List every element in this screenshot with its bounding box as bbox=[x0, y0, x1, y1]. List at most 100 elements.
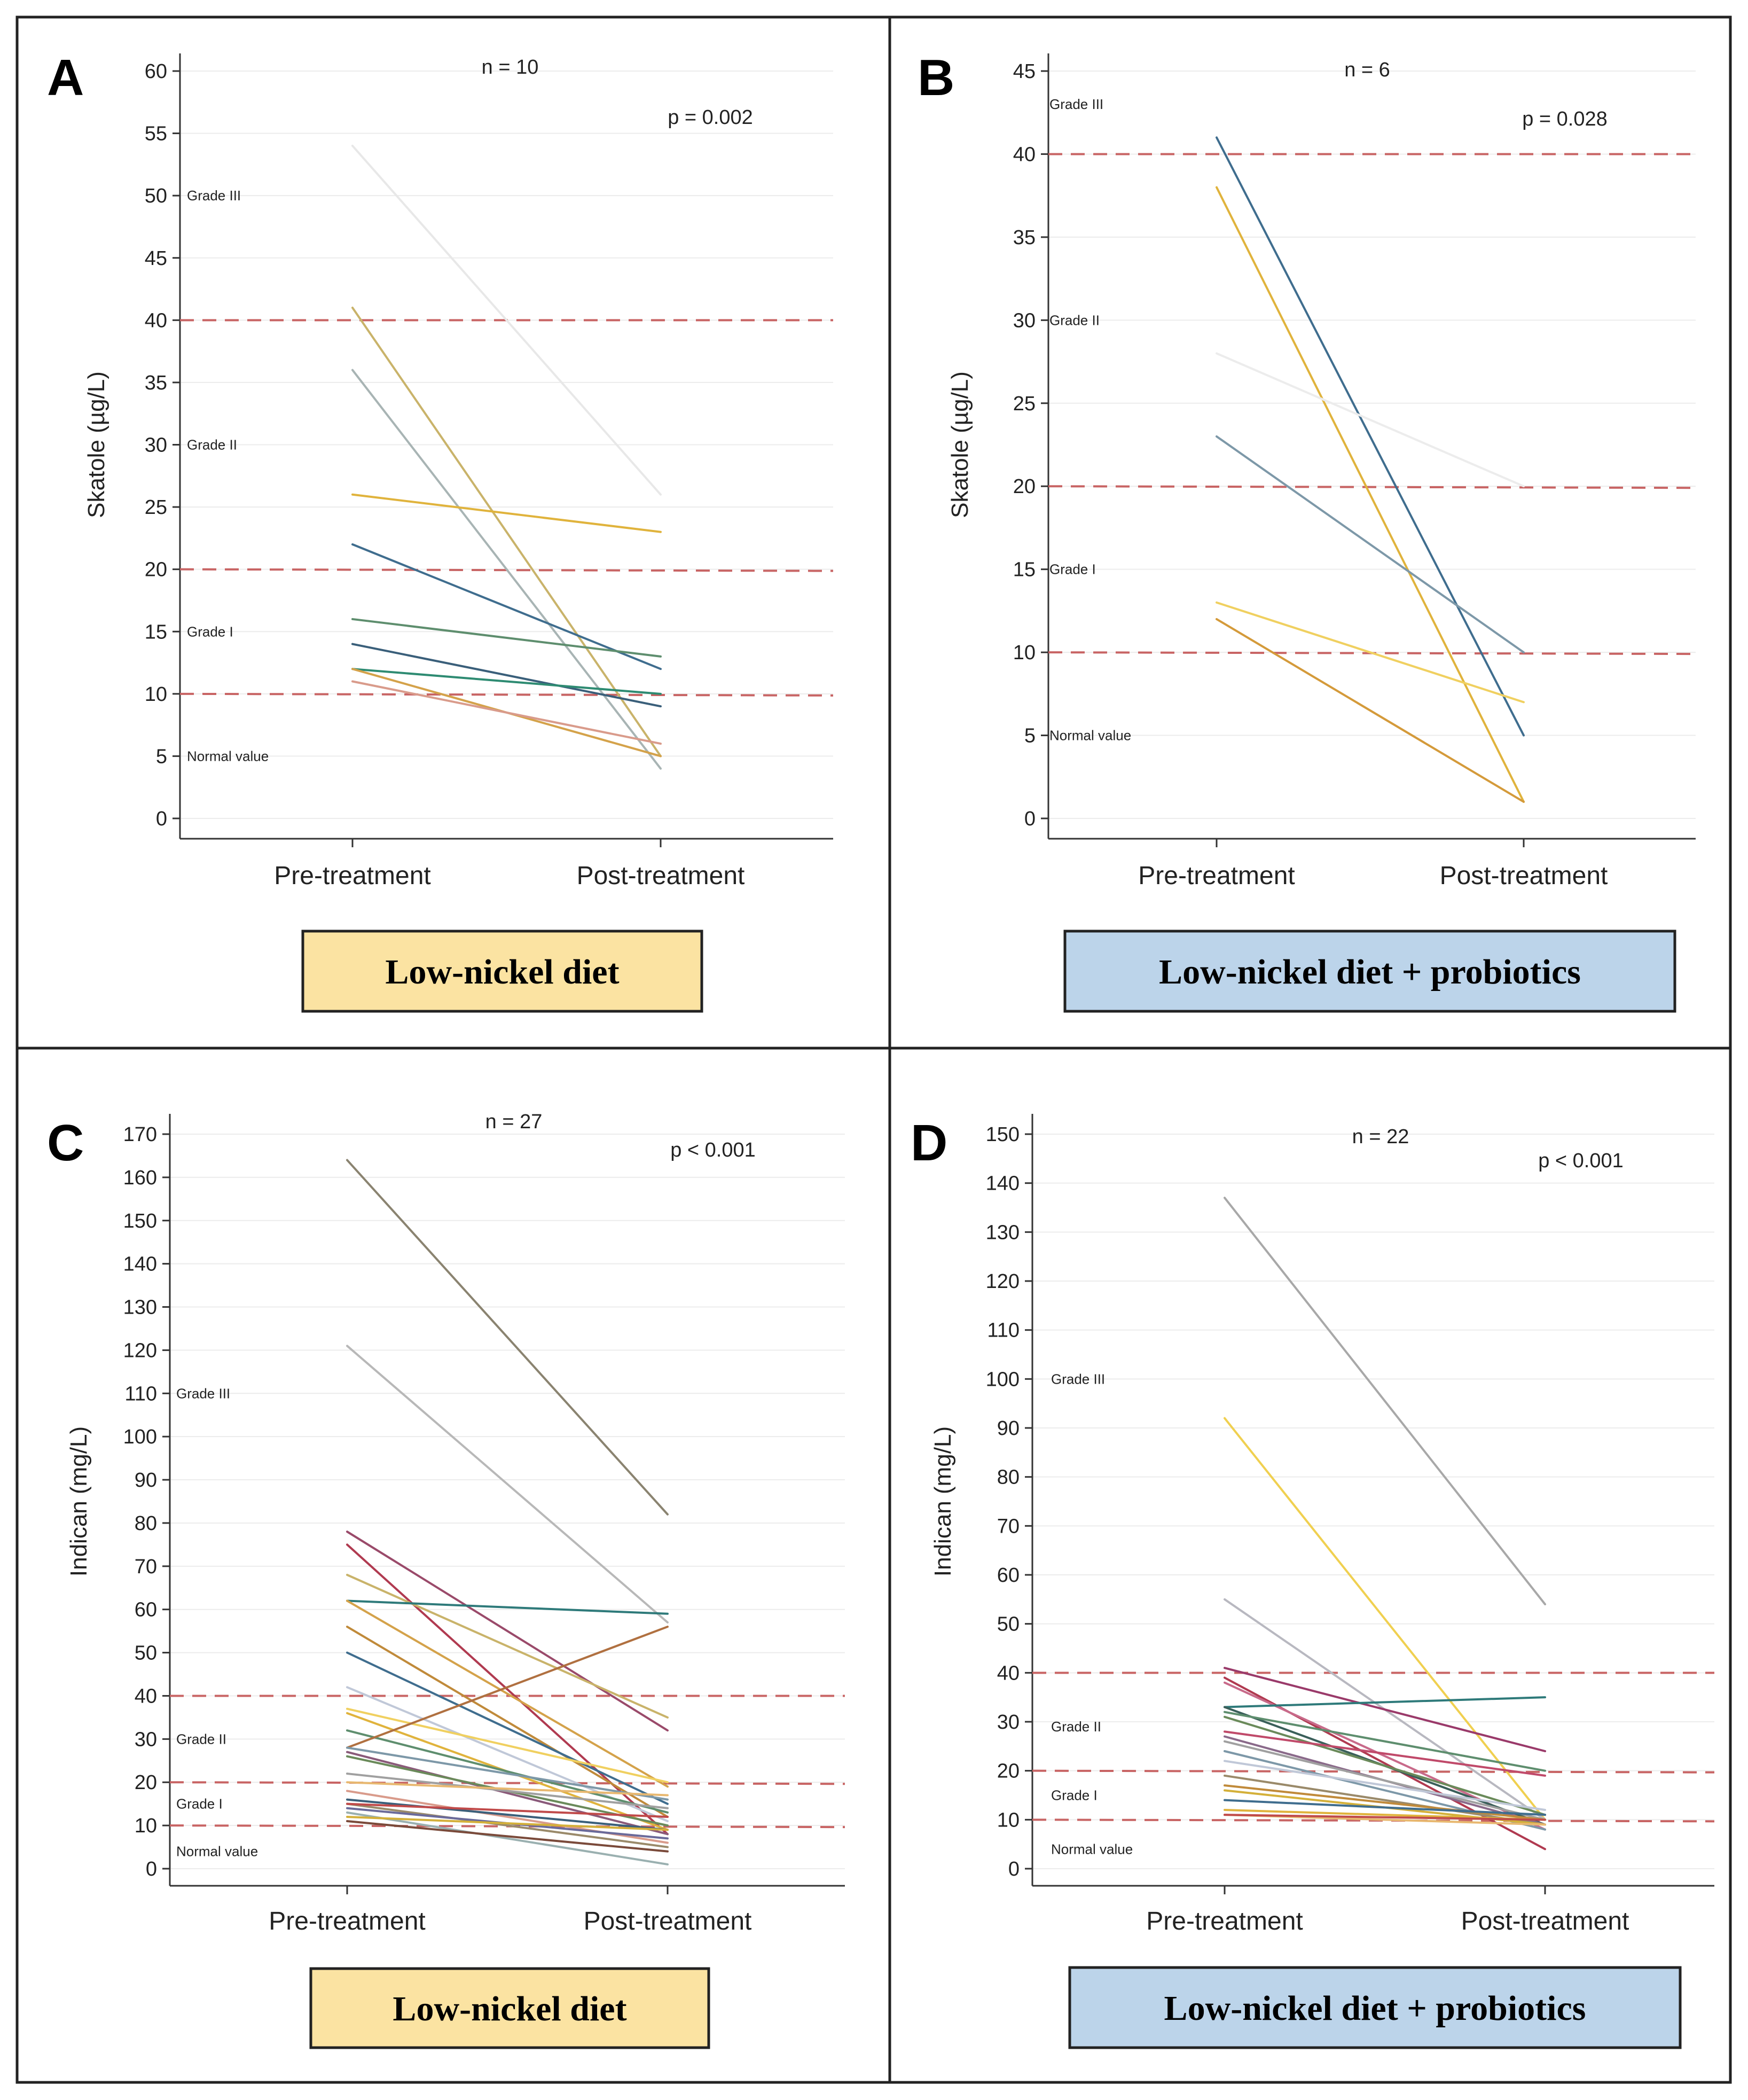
series-line bbox=[346, 1802, 669, 1848]
grade-label: Normal value bbox=[187, 748, 269, 764]
series-line bbox=[351, 307, 662, 758]
caption-text: Low-nickel diet bbox=[393, 1989, 626, 2028]
grade-label: Grade III bbox=[187, 188, 241, 204]
series-line bbox=[346, 1345, 669, 1623]
x-tick-label: Pre-treatment bbox=[269, 1907, 425, 1935]
y-tick-label: 55 bbox=[145, 123, 167, 145]
series-line bbox=[1224, 1667, 1546, 1752]
series-line bbox=[346, 1626, 669, 1749]
y-tick-label: 110 bbox=[124, 1383, 157, 1405]
series-line bbox=[1224, 1711, 1546, 1772]
x-tick-label: Pre-treatment bbox=[1138, 862, 1295, 890]
y-tick-label: 0 bbox=[1008, 1858, 1020, 1880]
series-line bbox=[1216, 352, 1525, 488]
y-tick-label: 60 bbox=[997, 1564, 1020, 1587]
panel-d: D 0 10 20 30 40 50 60 70 80 90 100 110 120 130 140 150 Pr… bbox=[911, 1114, 1715, 2049]
x-tick-label: Pre-treatment bbox=[274, 862, 430, 890]
y-tick-label: 140 bbox=[986, 1173, 1020, 1195]
grade-label: Grade III bbox=[176, 1385, 230, 1401]
y-tick-label: 10 bbox=[1013, 642, 1036, 664]
series-line bbox=[346, 1781, 669, 1797]
y-tick-label: 90 bbox=[135, 1469, 157, 1492]
series-line bbox=[346, 1574, 669, 1719]
y-tick-label: 10 bbox=[135, 1815, 157, 1837]
series-line bbox=[346, 1820, 669, 1853]
y-tick-label: 10 bbox=[145, 683, 167, 706]
grade-label: Grade II bbox=[1051, 1719, 1101, 1735]
sample-size-label: n = 22 bbox=[1352, 1126, 1409, 1148]
grade-label: Grade III bbox=[1049, 96, 1103, 112]
series-line bbox=[351, 493, 662, 533]
caption-text: Low-nickel diet + probiotics bbox=[1159, 953, 1581, 992]
panel-c: C 0 10 20 30 40 50 60 70 80 90 100 110 120 130 140 150 16… bbox=[47, 1111, 845, 2049]
series-line bbox=[346, 1729, 669, 1814]
y-axis-title: Indican (mg/L) bbox=[66, 1426, 92, 1576]
p-value-label: p < 0.001 bbox=[1538, 1150, 1624, 1172]
panel-letter: D bbox=[911, 1114, 947, 1172]
grade-label: Grade II bbox=[176, 1731, 226, 1747]
y-tick-label: 140 bbox=[123, 1253, 157, 1276]
series-line bbox=[1216, 186, 1525, 803]
series-line bbox=[351, 618, 662, 658]
series-line bbox=[346, 1159, 669, 1516]
series-line bbox=[346, 1651, 669, 1805]
grade-label: Grade III bbox=[1051, 1371, 1105, 1387]
series-line bbox=[1224, 1760, 1546, 1811]
y-tick-label: 30 bbox=[145, 434, 167, 457]
y-tick-label: 150 bbox=[986, 1123, 1020, 1146]
y-tick-label: 90 bbox=[997, 1417, 1020, 1440]
y-tick-label: 130 bbox=[123, 1297, 157, 1319]
series-line bbox=[1216, 136, 1525, 737]
y-tick-label: 20 bbox=[997, 1760, 1020, 1783]
y-tick-label: 50 bbox=[997, 1613, 1020, 1636]
caption-box bbox=[1063, 930, 1676, 1013]
series-line bbox=[346, 1790, 669, 1844]
y-tick-label: 80 bbox=[997, 1466, 1020, 1489]
y-tick-label: 5 bbox=[1024, 725, 1036, 747]
y-tick-label: 120 bbox=[986, 1270, 1020, 1293]
y-tick-label: 160 bbox=[123, 1167, 157, 1189]
series-line bbox=[1224, 1774, 1546, 1826]
threshold-line bbox=[1048, 485, 1696, 489]
y-tick-label: 170 bbox=[123, 1123, 157, 1146]
caption-text: Low-nickel diet bbox=[385, 953, 619, 992]
series-line bbox=[346, 1773, 669, 1809]
series-line bbox=[1224, 1696, 1546, 1708]
grade-label: Grade II bbox=[187, 437, 237, 453]
series-line bbox=[346, 1811, 669, 1865]
panel-letter: C bbox=[47, 1114, 84, 1172]
y-tick-label: 0 bbox=[1024, 808, 1036, 830]
y-axis-title: Indican (mg/L) bbox=[930, 1426, 956, 1576]
y-tick-label: 50 bbox=[145, 185, 167, 207]
series-line bbox=[351, 144, 662, 496]
panel-b: B 0 5 10 15 20 25 30 35 40 45 Pre-treatment Post-tre… bbox=[918, 49, 1696, 1013]
p-value-label: p = 0.002 bbox=[668, 106, 753, 129]
y-tick-label: 30 bbox=[997, 1711, 1020, 1734]
x-tick-label: Post-treatment bbox=[577, 862, 745, 890]
y-tick-label: 25 bbox=[145, 496, 167, 519]
series-line bbox=[1216, 435, 1525, 654]
series-line bbox=[1216, 601, 1525, 704]
y-tick-label: 10 bbox=[997, 1809, 1020, 1831]
y-tick-label: 100 bbox=[986, 1368, 1020, 1391]
y-tick-label: 40 bbox=[145, 309, 167, 332]
series-line bbox=[1224, 1740, 1546, 1821]
y-tick-label: 40 bbox=[135, 1685, 157, 1707]
threshold-line bbox=[169, 1781, 845, 1785]
sample-size-label: n = 6 bbox=[1344, 59, 1390, 81]
series-line bbox=[346, 1707, 669, 1784]
y-tick-label: 120 bbox=[123, 1339, 157, 1362]
y-tick-label: 50 bbox=[135, 1642, 157, 1665]
series-line bbox=[351, 543, 662, 670]
y-tick-label: 30 bbox=[1013, 309, 1036, 332]
panel-a: A 0 5 10 15 20 25 30 35 40 45 50 55 60 Pre-treatment Po… bbox=[47, 49, 834, 1013]
grade-label: Grade I bbox=[176, 1796, 223, 1812]
grade-label: Normal value bbox=[176, 1844, 258, 1860]
y-tick-label: 0 bbox=[156, 808, 167, 830]
panel-letter: A bbox=[47, 49, 84, 106]
series-line bbox=[346, 1798, 669, 1831]
series-line bbox=[346, 1599, 669, 1788]
y-tick-label: 100 bbox=[123, 1426, 157, 1448]
series-line bbox=[346, 1531, 669, 1732]
